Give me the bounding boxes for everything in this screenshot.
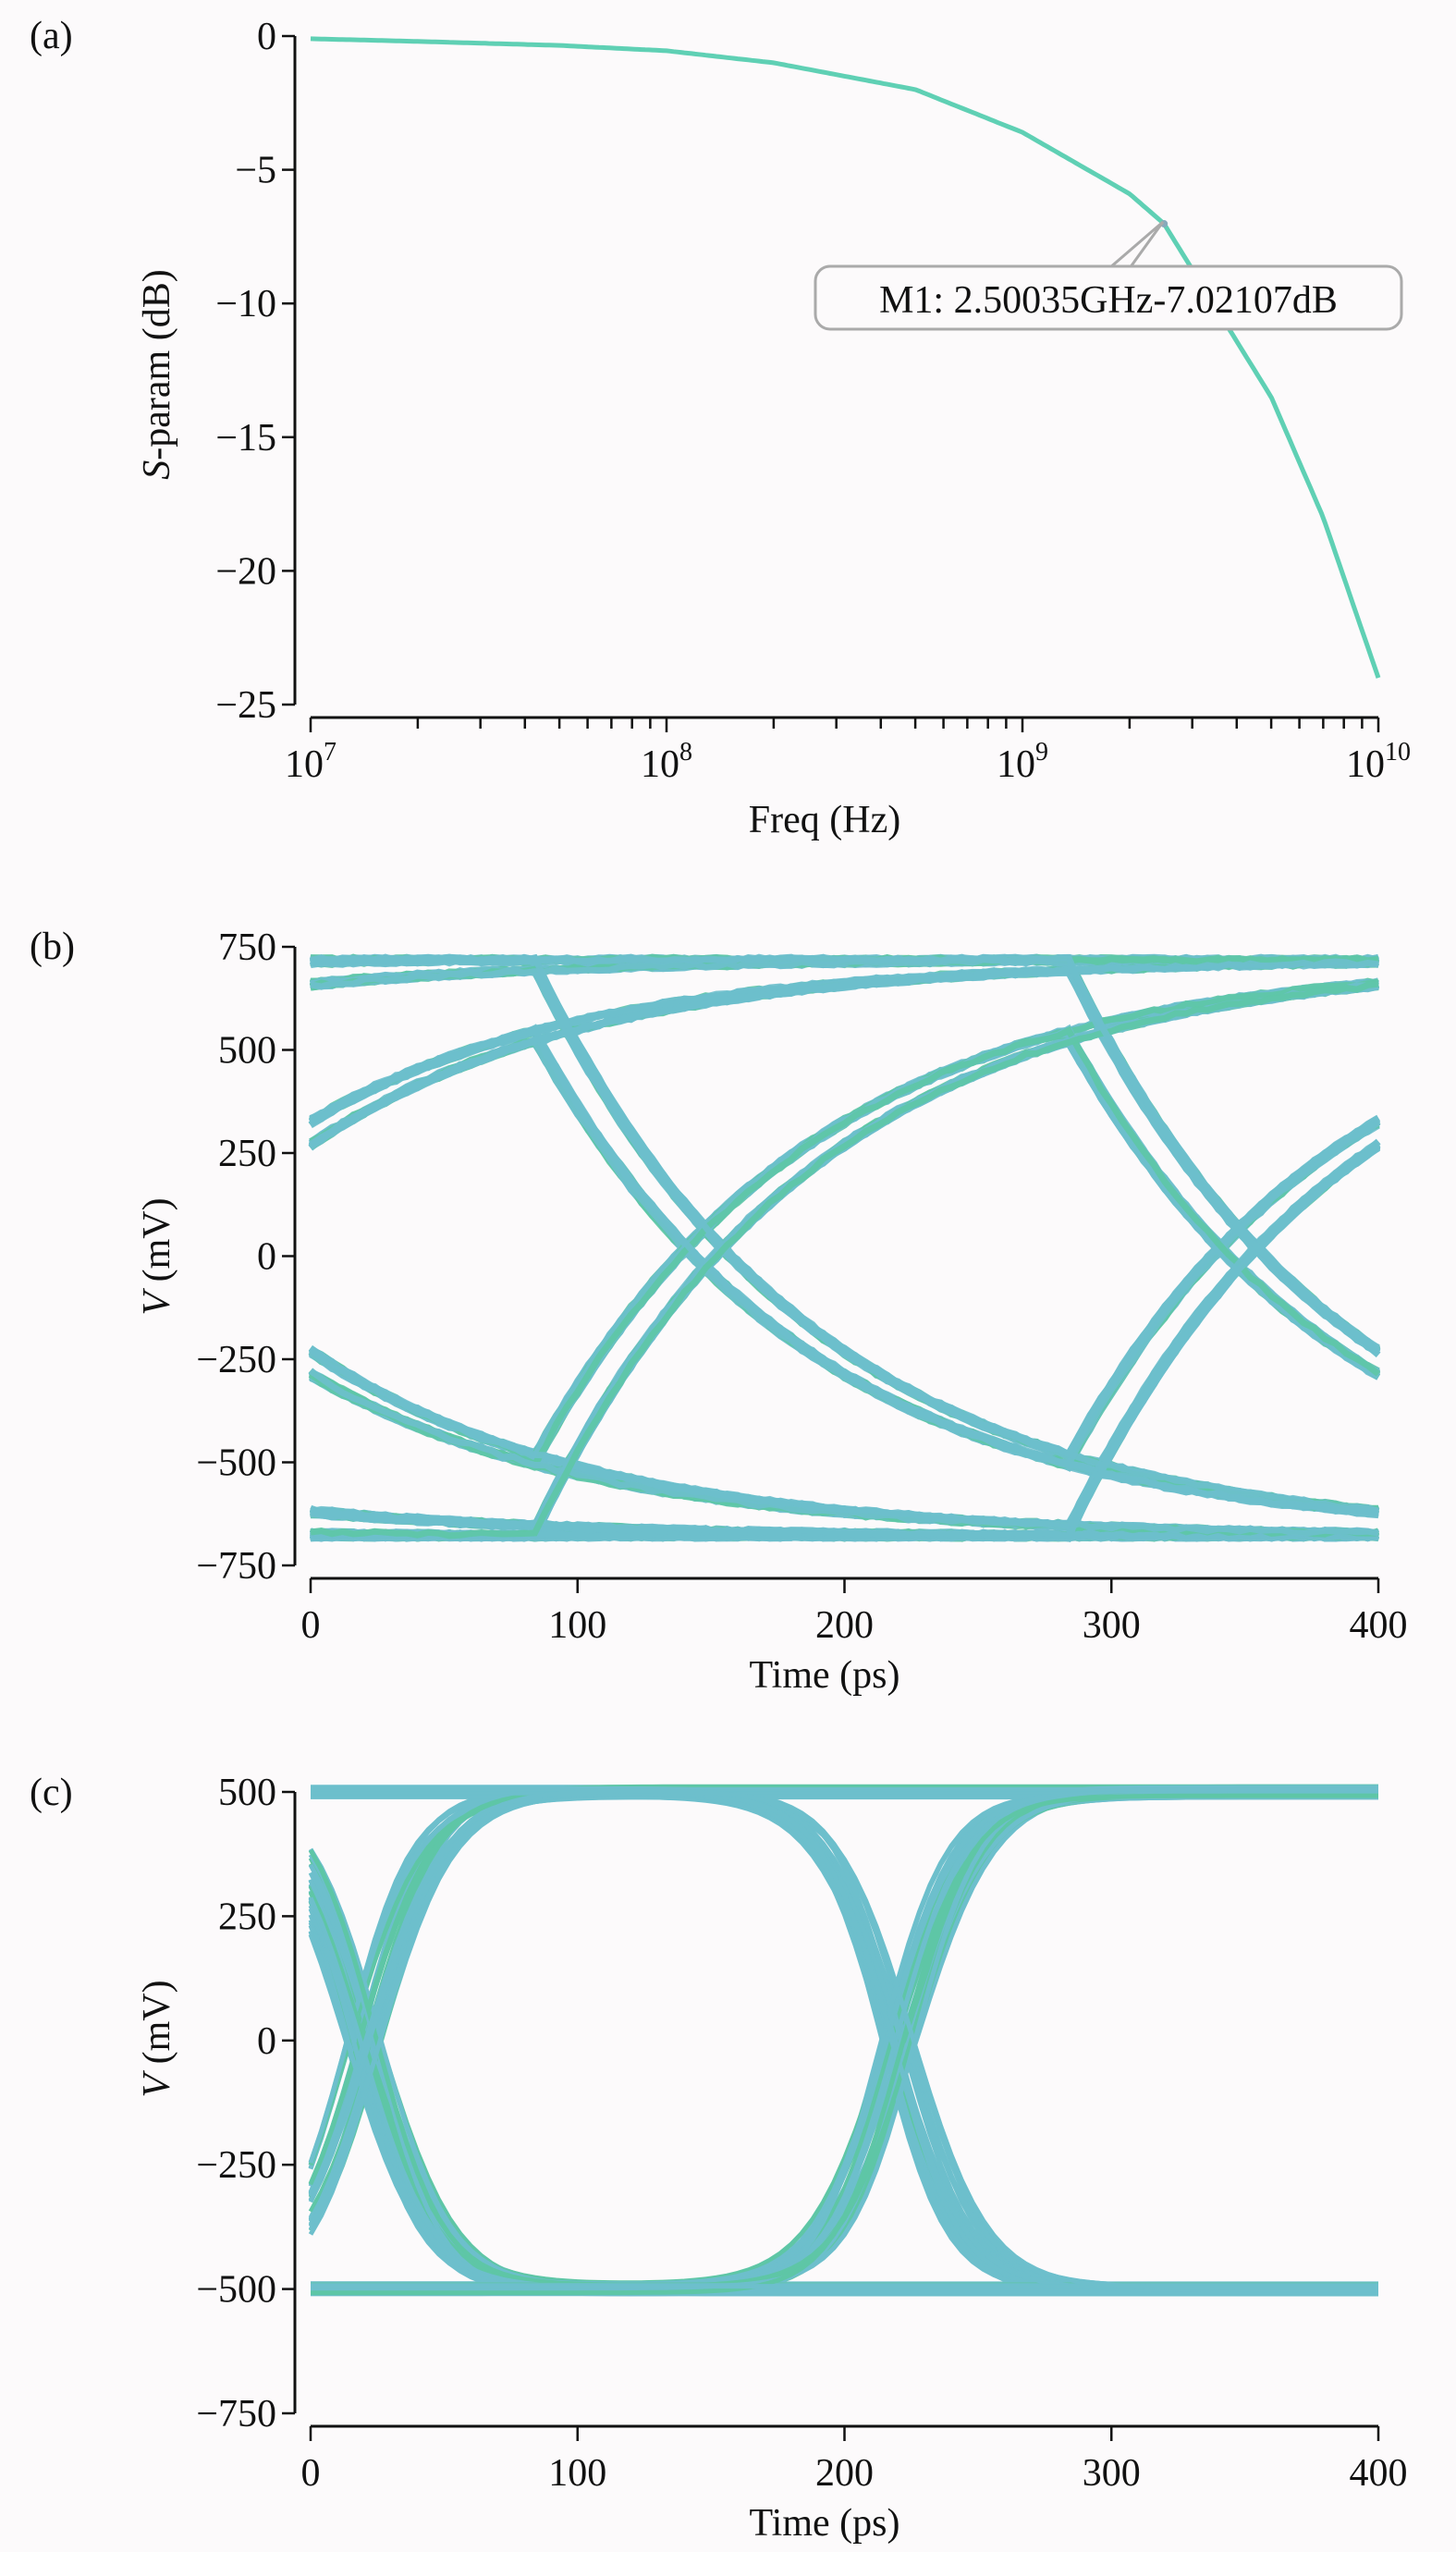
eye-trace [308, 1139, 1381, 1531]
eye-trace [310, 956, 1381, 1355]
x-tick-label: 400 [1350, 2452, 1408, 2495]
callout-box [814, 264, 1403, 331]
x-tick-label: 300 [1083, 1604, 1141, 1647]
callout-pointer [1108, 220, 1165, 270]
y-tick-label: 250 [218, 1896, 276, 1938]
marker-label: M1: 2.50035GHz-7.02107dB [879, 279, 1338, 322]
y-axis-label-c: V (mV) [136, 1980, 178, 2097]
plot-area-c: 500 250 0 −250 −500 −750 0 100 200 300 400 [196, 1772, 1407, 2495]
y-tick-label: −20 [215, 550, 276, 593]
eye-traces [308, 953, 1381, 1542]
eye-trace [310, 1141, 1381, 1540]
y-tick-label: 0 [257, 16, 276, 58]
y-tick-label: −500 [196, 1442, 276, 1485]
marker-callout: M1: 2.50035GHz-7.02107dB [814, 220, 1403, 331]
y-tick-label: −25 [215, 684, 276, 727]
x-tick-label: 100 [548, 1604, 606, 1647]
x-tick-label: 1010 [1346, 738, 1411, 786]
y-tick-label: 0 [257, 2020, 276, 2063]
x-tick-label: 107 [285, 738, 336, 786]
eye-trace [309, 954, 1380, 1515]
y-tick-label: 750 [218, 926, 276, 969]
y-tick-label: 0 [257, 1236, 276, 1279]
y-tick-label: −750 [196, 1545, 276, 1588]
y-tick-label: 500 [218, 1030, 276, 1073]
x-tick-label: 0 [301, 2452, 321, 2495]
x-tick-label: 0 [301, 1604, 321, 1647]
x-tick-label: 100 [548, 2452, 606, 2495]
x-axis-label-a: Freq (Hz) [749, 799, 900, 841]
y-axis-label-a: S-param (dB) [136, 269, 178, 479]
panel-c: (c) 500 250 0 −250 −500 −750 0 100 200 300 400 V (… [30, 1772, 1408, 2545]
x-axis-label-b: Time (ps) [750, 1654, 900, 1697]
x-tick-label: 400 [1350, 1604, 1408, 1647]
panel-label-b: (b) [30, 926, 75, 968]
x-tick-label: 200 [815, 2452, 874, 2495]
eye-trace [309, 1346, 1379, 1537]
y-tick-label: −500 [196, 2269, 276, 2312]
y-tick-label: 500 [218, 1772, 276, 1814]
x-tick-label: 200 [815, 1604, 874, 1647]
y-tick-label: −750 [196, 2393, 276, 2435]
y-tick-label: 250 [218, 1133, 276, 1175]
y-axis-label-b: V (mV) [136, 1197, 178, 1315]
eye-trace [308, 1788, 1378, 2290]
y-tick-label: −10 [215, 283, 276, 325]
y-tick-label: −250 [196, 1339, 276, 1381]
eye-trace [310, 980, 1379, 1540]
x-axis-label-c: Time (ps) [750, 2502, 900, 2545]
eye-trace [311, 1793, 1378, 2296]
eye-traces [308, 1784, 1378, 2297]
panel-label-c: (c) [30, 1772, 73, 1814]
plot-area-b: 750 500 250 0 −250 −500 −750 0 100 200 300 400 [196, 926, 1407, 1647]
y-tick-label: −5 [235, 150, 276, 192]
panel-label-a: (a) [30, 15, 73, 57]
eye-trace [309, 958, 1379, 1149]
y-tick-label: −15 [215, 417, 276, 460]
y-tick-label: −250 [196, 2144, 276, 2187]
eye-trace [309, 1024, 1379, 1516]
x-tick-label: 300 [1083, 2452, 1141, 2495]
